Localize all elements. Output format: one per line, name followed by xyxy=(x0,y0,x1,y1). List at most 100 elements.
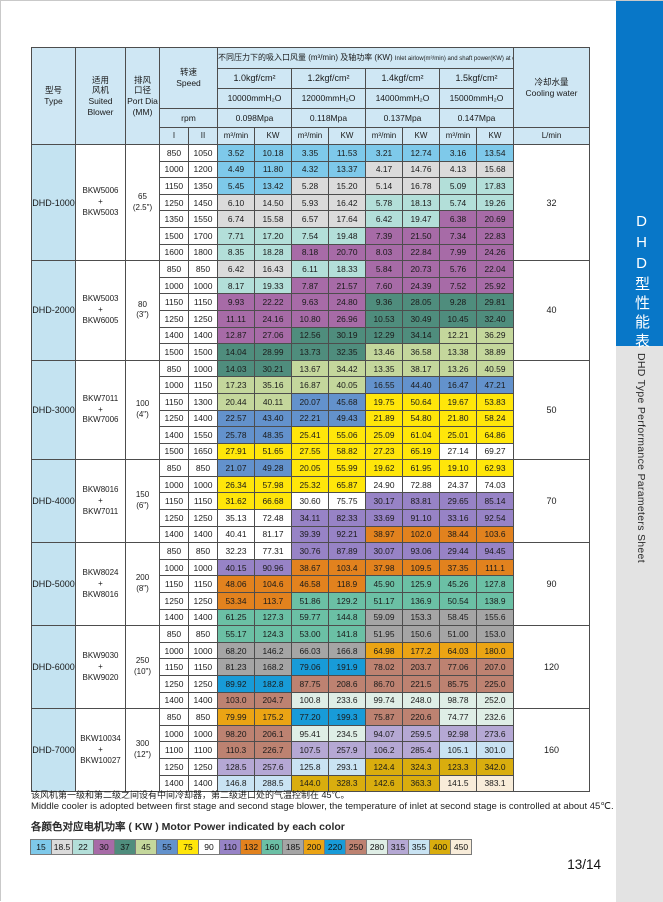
table-row: DHD-6000 BKW9030 + BKW9020 250 (10") 850 850 55.… xyxy=(31,625,590,710)
speed-i-cell: 1150 xyxy=(159,177,189,195)
inlet-airflow-cell: 38.97 xyxy=(365,525,403,544)
shaft-power-kw-cell: 43.40 xyxy=(254,409,292,428)
shaft-power-kw-cell: 22.84 xyxy=(402,243,440,262)
table-row: 1350 1550 6.74 15.58 6.57 17.64 6.42 19.47 6.38 2… xyxy=(32,210,590,228)
shaft-power-kw-cell: 19.26 xyxy=(476,193,514,212)
legend-swatch: 185 xyxy=(282,839,304,855)
inlet-airflow-cell: 61.25 xyxy=(217,608,255,627)
model-cell: DHD-7000 xyxy=(31,708,76,793)
inlet-airflow-cell: 30.17 xyxy=(365,492,403,511)
shaft-power-kw-cell: 220.6 xyxy=(402,708,440,726)
inlet-airflow-cell: 3.35 xyxy=(291,144,329,162)
inlet-airflow-cell: 20.07 xyxy=(291,392,329,411)
suited-blower-cell: BKW7011 + BKW7006 xyxy=(75,359,126,461)
header-port-line: 口径 xyxy=(133,85,151,96)
shaft-power-kw-cell: 11.80 xyxy=(254,160,292,179)
header-pressure-mpa: 0.118Mpa xyxy=(291,108,366,128)
shaft-power-kw-cell: 18.28 xyxy=(254,243,292,262)
speed-i-cell: 1150 xyxy=(159,392,189,411)
inlet-airflow-cell: 27.55 xyxy=(291,442,329,461)
inlet-airflow-cell: 21.07 xyxy=(217,459,255,477)
shaft-power-kw-cell: 45.68 xyxy=(328,392,366,411)
shaft-power-kw-cell: 15.58 xyxy=(254,210,292,228)
inlet-airflow-cell: 29.44 xyxy=(439,542,477,560)
shaft-power-kw-cell: 17.20 xyxy=(254,226,292,245)
inlet-airflow-cell: 6.42 xyxy=(217,260,255,278)
header-row-conditions: 型号 Type 适用 风机 Suited Blower 排风 口径 Port D… xyxy=(31,47,590,145)
inlet-airflow-cell: 87.75 xyxy=(291,675,329,693)
shaft-power-kw-cell: 55.06 xyxy=(328,426,366,444)
shaft-power-kw-cell: 53.83 xyxy=(476,392,514,411)
inlet-airflow-cell: 16.87 xyxy=(291,376,329,394)
shaft-power-kw-cell: 48.35 xyxy=(254,426,292,444)
inlet-airflow-cell: 103.0 xyxy=(217,691,255,710)
header-pressure-mmh2o: 10000mmH₂O xyxy=(217,88,292,109)
inlet-airflow-cell: 5.84 xyxy=(365,260,403,278)
port-dia-cell: 300 (12") xyxy=(125,708,160,793)
inlet-airflow-cell: 59.09 xyxy=(365,608,403,627)
shaft-power-kw-cell: 146.2 xyxy=(254,641,292,660)
shaft-power-kw-cell: 14.50 xyxy=(254,193,292,212)
inlet-airflow-cell: 98.78 xyxy=(439,691,477,710)
sidebar-strip-background xyxy=(616,346,663,902)
table-row: 1250 1250 11.11 24.16 10.80 26.96 10.53 30.49 10… xyxy=(32,309,590,328)
shaft-power-kw-cell: 342.0 xyxy=(476,757,514,776)
shaft-power-kw-cell: 90.96 xyxy=(254,558,292,577)
header-port-line: 排风 xyxy=(133,74,151,85)
inlet-airflow-cell: 40.15 xyxy=(217,558,255,577)
speed-ii-cell: 850 xyxy=(188,625,218,643)
inlet-airflow-cell: 27.91 xyxy=(217,442,255,461)
shaft-power-kw-cell: 28.05 xyxy=(402,293,440,311)
speed-i-cell: 1400 xyxy=(159,608,189,627)
shaft-power-kw-cell: 66.68 xyxy=(254,492,292,511)
shaft-power-kw-cell: 30.19 xyxy=(328,326,366,345)
suited-blower-cell: BKW9030 + BKW9020 xyxy=(75,625,126,710)
inlet-airflow-cell: 77.06 xyxy=(439,658,477,676)
shaft-power-kw-cell: 363.3 xyxy=(402,774,440,793)
speed-i-cell: 1500 xyxy=(159,226,189,245)
shaft-power-kw-cell: 16.43 xyxy=(254,260,292,278)
shaft-power-kw-cell: 29.81 xyxy=(476,293,514,311)
header-speed-ii: II xyxy=(188,127,218,145)
inlet-airflow-cell: 9.36 xyxy=(365,293,403,311)
shaft-power-kw-cell: 32.35 xyxy=(328,343,366,361)
inlet-airflow-cell: 34.11 xyxy=(291,509,329,527)
shaft-power-kw-cell: 18.13 xyxy=(402,193,440,212)
shaft-power-kw-cell: 127.3 xyxy=(254,608,292,627)
inlet-airflow-cell: 58.45 xyxy=(439,608,477,627)
inlet-airflow-cell: 5.76 xyxy=(439,260,477,278)
inlet-airflow-cell: 12.29 xyxy=(365,326,403,345)
shaft-power-kw-cell: 34.14 xyxy=(402,326,440,345)
inlet-airflow-cell: 12.56 xyxy=(291,326,329,345)
shaft-power-kw-cell: 64.86 xyxy=(476,426,514,444)
shaft-power-kw-cell: 111.1 xyxy=(476,558,514,577)
inlet-airflow-cell: 5.28 xyxy=(291,177,329,195)
inlet-airflow-cell: 7.60 xyxy=(365,276,403,295)
inlet-airflow-cell: 79.99 xyxy=(217,708,255,726)
suited-blower-cell: BKW5006 + BKW5003 xyxy=(75,143,126,262)
speed-i-cell: 1400 xyxy=(159,326,189,345)
speed-i-cell: 1000 xyxy=(159,276,189,295)
table-row: DHD-7000 BKW10034 + BKW10027 300 (12") 850 850 7… xyxy=(31,708,590,793)
shaft-power-kw-cell: 65.19 xyxy=(402,442,440,461)
header-pressure-mpa: 0.098Mpa xyxy=(217,108,292,128)
shaft-power-kw-cell: 257.9 xyxy=(328,741,366,759)
header-blower-line: Blower xyxy=(87,106,114,117)
header-pressure-kgf: 1.4kgf/cm² xyxy=(365,68,440,89)
speed-ii-cell: 1400 xyxy=(188,774,218,793)
shaft-power-kw-cell: 208.6 xyxy=(328,675,366,693)
legend-swatch: 18.5 xyxy=(51,839,73,855)
inlet-airflow-cell: 8.18 xyxy=(291,243,329,262)
shaft-power-kw-cell: 125.9 xyxy=(402,575,440,594)
cooling-water-cell: 70 xyxy=(513,459,590,544)
header-port-line: Port Dia xyxy=(127,96,158,106)
shaft-power-kw-cell: 221.5 xyxy=(402,675,440,693)
inlet-airflow-cell: 22.57 xyxy=(217,409,255,428)
inlet-airflow-cell: 13.46 xyxy=(365,343,403,361)
page-number: 13/14 xyxy=(567,857,601,872)
inlet-airflow-cell: 14.04 xyxy=(217,343,255,361)
inlet-airflow-cell: 51.00 xyxy=(439,625,477,643)
shaft-power-kw-cell: 273.6 xyxy=(476,724,514,743)
cooling-water-cell: 50 xyxy=(513,359,590,461)
shaft-power-kw-cell: 129.2 xyxy=(328,592,366,610)
